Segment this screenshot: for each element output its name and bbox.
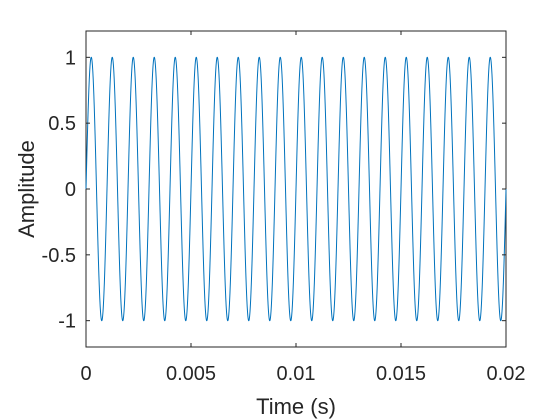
y-tick-label: 0.5 <box>48 113 76 135</box>
series-line <box>85 56 507 322</box>
x-tick-label: 0.01 <box>277 363 316 385</box>
y-tick-label: -1 <box>58 311 76 333</box>
x-tick-label: 0 <box>80 363 91 385</box>
x-axis-ticks: 0 0.005 0.01 0.015 0.02 <box>80 31 525 385</box>
x-axis-title: Time (s) <box>256 394 336 419</box>
x-tick-label: 0.015 <box>376 363 426 385</box>
y-tick-label: 0 <box>65 179 76 201</box>
x-tick-label: 0.005 <box>166 363 216 385</box>
x-tick-label: 0.02 <box>487 363 526 385</box>
y-tick-label: -0.5 <box>42 245 76 267</box>
y-axis-ticks: -1 -0.5 0 0.5 1 <box>42 47 506 333</box>
y-tick-label: 1 <box>65 47 76 69</box>
y-axis-title: Amplitude <box>14 140 39 238</box>
